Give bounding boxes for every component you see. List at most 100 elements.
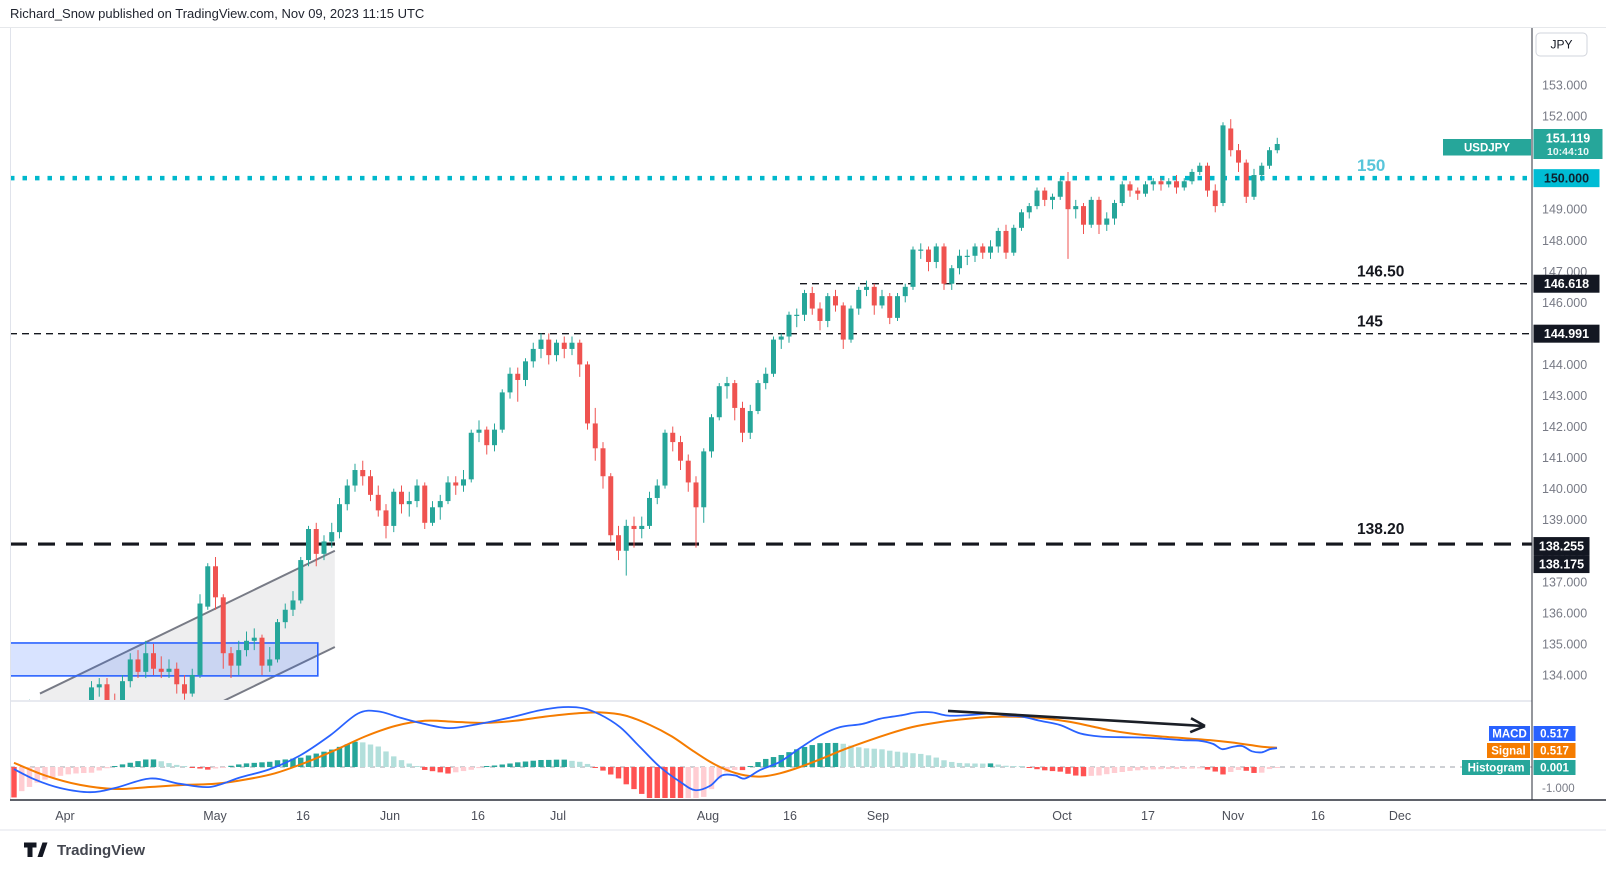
candle-body (879, 296, 885, 306)
time-axis-label-17: 17 (1141, 809, 1155, 823)
channel-upper-line[interactable] (39, 549, 336, 695)
candle-body (1127, 184, 1133, 191)
macd-histogram-bar (522, 761, 529, 767)
candle-body (244, 640, 249, 651)
price-tick-label: 136.000 (1542, 606, 1587, 620)
time-axis-label-May: May (203, 809, 227, 823)
macd-histogram-bar (1119, 767, 1125, 773)
price-pane[interactable] (10, 28, 1532, 700)
macd-histogram-bar (96, 767, 102, 771)
macd-histogram-bar (1228, 767, 1234, 772)
candle-body (1150, 181, 1156, 185)
macd-histogram-bar (406, 763, 412, 767)
candle-body (275, 622, 280, 660)
macd-histogram-bar (840, 743, 846, 767)
macd-histogram-bar (228, 765, 234, 767)
candle-body (941, 246, 947, 284)
currency-button[interactable]: JPY (1535, 32, 1588, 57)
candle-body (476, 429, 482, 433)
macd-histogram-bar (360, 742, 366, 767)
candle-body (592, 423, 598, 449)
candle-body (608, 476, 614, 536)
candle-body (647, 497, 652, 526)
currency-button-box[interactable] (1535, 32, 1588, 57)
macd-histogram-bar (654, 767, 660, 798)
tradingview-logo-text: TradingView (57, 842, 145, 859)
price-tick-label: 143.000 (1542, 389, 1587, 403)
candle-body (794, 314, 800, 316)
candle-body (670, 432, 676, 443)
macd-histogram-bar (1011, 766, 1017, 767)
macd-histogram-bar (701, 767, 707, 797)
candle-body (864, 286, 869, 290)
candle-body (933, 246, 939, 262)
axis-badge-label-138.255: 138.255 (1539, 540, 1584, 554)
macd-histogram-bar (174, 764, 180, 767)
candle-body (740, 407, 745, 433)
time-axis-label-Aug: Aug (697, 809, 719, 823)
macd-histogram-bar (1166, 767, 1172, 770)
signal-line (13, 711, 1278, 791)
candle-body (259, 637, 265, 666)
candle-body (554, 342, 559, 356)
macd-histogram-bar (1235, 767, 1242, 770)
candle-body (585, 364, 590, 424)
macd-histogram-bar (34, 767, 40, 783)
candle-body (678, 442, 683, 461)
candle-body (360, 470, 366, 477)
candle-body (825, 296, 831, 321)
macd-histogram-bar (352, 741, 358, 767)
chart-frame (0, 28, 1606, 831)
price-axis-scale[interactable] (1532, 28, 1606, 800)
macd-histogram-bar (623, 767, 629, 785)
macd-histogram-bar (1251, 767, 1257, 773)
tradingview-logo[interactable]: TradingView (24, 842, 145, 859)
arrow-shaft[interactable] (947, 709, 1206, 728)
macd-histogram-bar (1065, 767, 1071, 774)
candle-body (1003, 230, 1009, 253)
macd-histogram-bar (1142, 767, 1149, 770)
macd-histogram-bar (856, 747, 862, 767)
candle-body (306, 529, 311, 561)
trend-arrow-annotation[interactable] (947, 709, 1206, 734)
macd-histogram-bar (1096, 767, 1102, 776)
channel-lower-line[interactable] (40, 646, 336, 790)
macd-pane[interactable] (10, 702, 1532, 798)
macd-histogram-bar (437, 767, 443, 773)
macd-histogram-bar (484, 766, 490, 767)
tradingview-logo-icon (24, 842, 48, 857)
macd-histogram-bar (1111, 767, 1118, 774)
macd-histogram-bar (608, 767, 614, 775)
macd-histogram-bar (81, 767, 87, 774)
price-tick-label: 144.000 (1542, 358, 1587, 372)
macd-histogram-bar (1034, 767, 1040, 770)
candle-body (902, 286, 908, 297)
price-tick-label: 152.000 (1542, 110, 1587, 124)
macd-histogram-bar (584, 763, 591, 767)
candle-body (1166, 181, 1172, 185)
candle-body (1019, 212, 1024, 228)
candle-body (492, 429, 497, 446)
macd-histogram-bar (941, 760, 947, 767)
macd-histogram-bar (801, 746, 808, 767)
candle-body (1243, 162, 1249, 197)
level-label-150: 150 (1357, 156, 1385, 175)
candle-body (189, 674, 195, 694)
candle-body (1034, 190, 1040, 207)
level-label-146.50: 146.50 (1357, 264, 1404, 281)
macd-histogram-bar (158, 761, 164, 767)
macd-histogram-bar (65, 767, 71, 775)
candle-body (763, 373, 769, 384)
macd-histogram-bar (739, 767, 746, 771)
macd-histogram-bar (104, 767, 110, 769)
candle-body (926, 249, 931, 262)
macd-line (13, 706, 1278, 794)
time-axis-label-16: 16 (471, 809, 485, 823)
support-zone-box[interactable] (9, 642, 319, 677)
price-tick-label: 135.000 (1542, 637, 1587, 651)
macd-histogram-bar (639, 767, 645, 794)
time-axis-scale[interactable] (10, 800, 1606, 830)
level-floating-labels: 150 146.50 145 138.20 (1357, 156, 1404, 538)
candle-body (352, 470, 358, 486)
candle-body (1274, 143, 1280, 151)
